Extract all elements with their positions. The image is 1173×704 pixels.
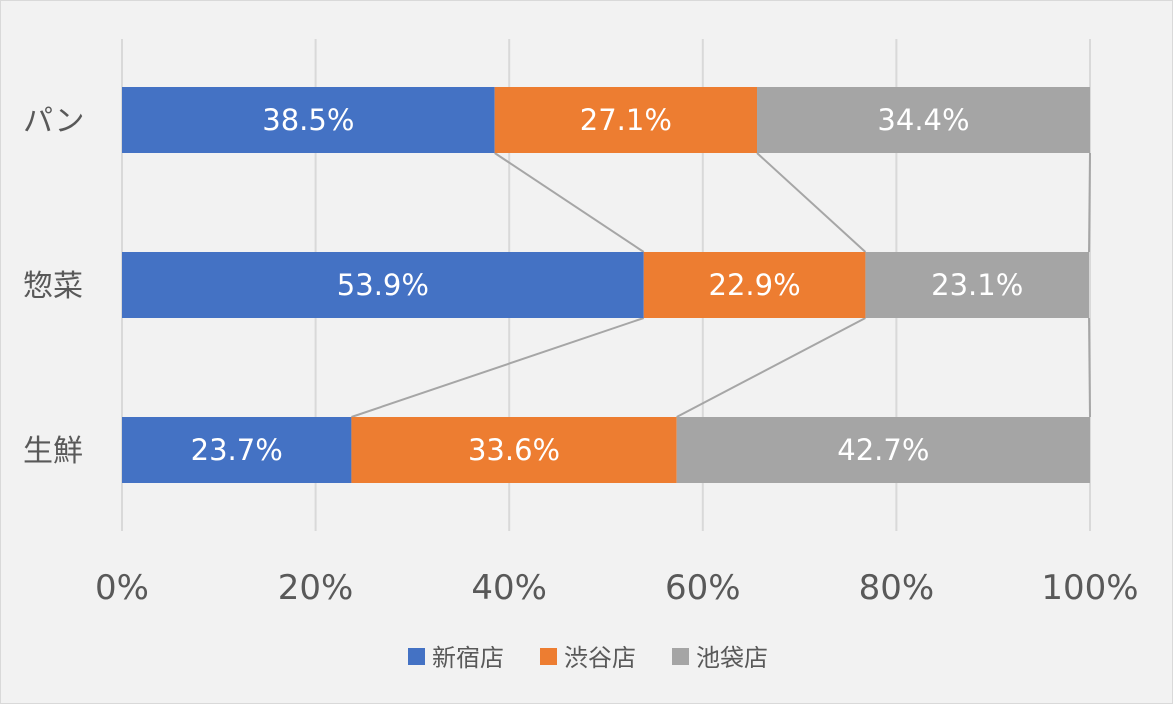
x-tick-label: 80% xyxy=(859,568,935,608)
data-label: 53.9% xyxy=(337,268,429,302)
legend-entry: 新宿店 xyxy=(432,644,504,672)
x-tick-label: 0% xyxy=(95,568,149,608)
bar-segment xyxy=(676,417,1090,483)
bar-segment xyxy=(643,252,866,318)
legend-swatch xyxy=(540,648,557,665)
category-label: 惣菜 xyxy=(23,269,83,304)
data-label: 42.7% xyxy=(837,433,929,467)
data-label: 23.1% xyxy=(931,268,1023,302)
data-label: 22.9% xyxy=(709,268,801,302)
bar-segment xyxy=(494,87,758,153)
category-label: 生鮮 xyxy=(23,434,83,469)
bar-segment xyxy=(351,417,677,483)
legend-entry: 渋谷店 xyxy=(564,644,636,672)
bar-segment xyxy=(122,252,644,318)
series-line xyxy=(676,317,866,418)
data-label: 34.4% xyxy=(877,103,969,137)
series-line xyxy=(1088,317,1091,418)
data-labels: 38.5% 27.1% 34.4% 53.9% 22.9% 23.1% 23.7% 33.6%… xyxy=(191,103,1024,467)
x-tick-label: 40% xyxy=(471,568,547,608)
legend-swatch xyxy=(672,648,689,665)
data-label: 27.1% xyxy=(580,103,672,137)
data-label: 23.7% xyxy=(191,433,283,467)
x-tick-label: 20% xyxy=(278,568,354,608)
bars xyxy=(122,87,1090,483)
legend-entry: 池袋店 xyxy=(696,644,768,672)
bar-segment xyxy=(122,87,495,153)
bar-segment xyxy=(757,87,1090,153)
data-label: 33.6% xyxy=(468,433,560,467)
series-lines xyxy=(351,152,1091,418)
series-line xyxy=(494,152,645,253)
x-tick-label: 60% xyxy=(665,568,741,608)
series-line xyxy=(1088,152,1091,253)
x-tick-label: 100% xyxy=(1041,568,1138,608)
legend-swatch xyxy=(408,648,425,665)
bar-segment xyxy=(122,417,352,483)
data-label: 38.5% xyxy=(262,103,354,137)
legend: 新宿店 渋谷店 池袋店 xyxy=(408,644,768,672)
bar-segment xyxy=(865,252,1090,318)
category-label: パン xyxy=(23,104,85,139)
series-line xyxy=(351,317,645,418)
value-axis: 0% 20% 40% 60% 80% 100% xyxy=(95,568,1139,608)
series-line xyxy=(756,152,867,253)
